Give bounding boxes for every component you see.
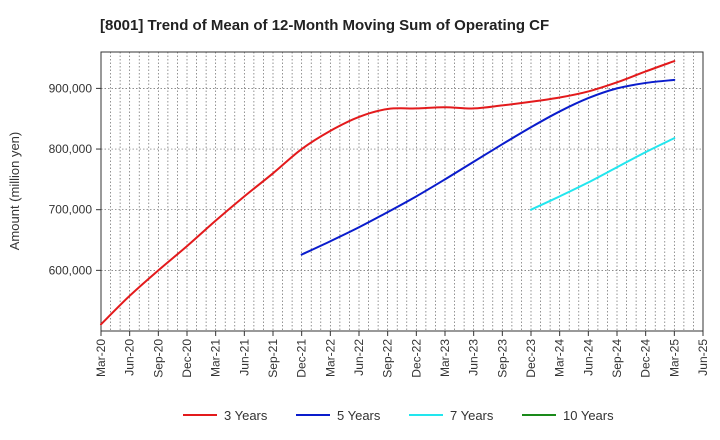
x-tick-label: Jun-25 <box>696 339 710 376</box>
x-tick-label: Mar-20 <box>94 339 108 377</box>
legend-label-7-years: 7 Years <box>450 408 494 423</box>
series-line-7-years <box>530 137 676 211</box>
x-tick-label: Dec-24 <box>639 339 653 378</box>
y-tick-label: 600,000 <box>49 263 93 277</box>
y-tick-label: 800,000 <box>49 142 93 156</box>
x-tick-label: Sep-22 <box>381 339 395 378</box>
series-line-5-years <box>300 78 676 256</box>
x-tick-label: Mar-21 <box>209 339 223 377</box>
legend: 3 Years 5 Years 7 Years 10 Years <box>183 408 614 423</box>
x-tick-label: Jun-24 <box>581 339 595 376</box>
x-tick-label: Mar-22 <box>323 339 337 377</box>
x-tick-label: Sep-24 <box>610 339 624 378</box>
y-axis-ticks: 600,000 700,000 800,000 900,000 <box>49 81 101 277</box>
plot-area <box>100 51 704 332</box>
series-lines <box>100 60 676 326</box>
x-tick-label: Mar-25 <box>667 339 681 377</box>
y-tick-label: 700,000 <box>49 203 93 217</box>
legend-label-5-years: 5 Years <box>337 408 381 423</box>
y-tick-label: 900,000 <box>49 81 93 95</box>
x-tick-label: Mar-23 <box>438 339 452 377</box>
x-tick-label: Jun-23 <box>467 339 481 376</box>
x-tick-label: Sep-21 <box>266 339 280 378</box>
x-tick-label: Mar-24 <box>553 339 567 377</box>
x-tick-label: Sep-20 <box>151 339 165 378</box>
x-tick-label: Dec-22 <box>409 339 423 378</box>
series-line-3-years <box>100 60 676 326</box>
chart-title: [8001] Trend of Mean of 12-Month Moving … <box>100 17 549 34</box>
legend-label-10-years: 10 Years <box>563 408 614 423</box>
x-axis-ticks: Mar-20 Jun-20 Sep-20 Dec-20 Mar-21 Jun-21 Sep-… <box>94 331 710 378</box>
x-tick-label: Jun-21 <box>237 339 251 376</box>
legend-label-3-years: 3 Years <box>224 408 268 423</box>
x-tick-label: Jun-22 <box>352 339 366 376</box>
x-tick-label: Dec-20 <box>180 339 194 378</box>
x-tick-label: Dec-21 <box>295 339 309 378</box>
x-tick-label: Dec-23 <box>524 339 538 378</box>
x-tick-label: Jun-20 <box>123 339 137 376</box>
y-axis-label: Amount (million yen) <box>7 132 22 251</box>
x-tick-label: Sep-23 <box>495 339 509 378</box>
grid <box>101 52 703 331</box>
